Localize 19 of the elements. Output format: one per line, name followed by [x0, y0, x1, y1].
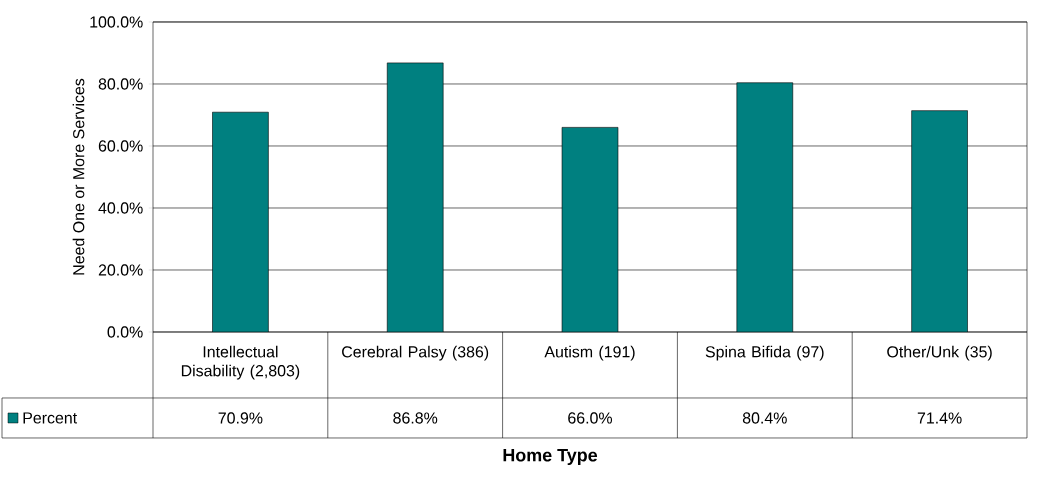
y-axis-title: Need One or More Services [72, 78, 85, 275]
data-label: 86.8% [393, 412, 438, 424]
y-tick-label: 40.0% [98, 202, 143, 214]
x-tick-label: Intellectual Disability (2,803) [181, 345, 300, 380]
data-label: 71.4% [917, 412, 962, 424]
data-label: 66.0% [568, 412, 613, 424]
x-tick-label: Autism (191) [544, 345, 635, 361]
x-tick-label: Spina Bifida (97) [705, 345, 824, 361]
x-axis-title: Home Type [503, 448, 598, 466]
data-label: 80.4% [742, 412, 787, 424]
y-tick-label: 0.0% [107, 326, 143, 338]
x-tick-label: Other/Unk (35) [887, 345, 992, 361]
x-tick-label: Cerebral Palsy (386) [342, 345, 489, 361]
data-label: 70.9% [218, 412, 263, 424]
legend-label: Percent [23, 412, 78, 424]
y-tick-label: 60.0% [98, 140, 143, 152]
y-tick-label: 20.0% [98, 264, 143, 276]
y-tick-label: 80.0% [98, 78, 143, 90]
y-tick-label: 100.0% [90, 16, 143, 28]
